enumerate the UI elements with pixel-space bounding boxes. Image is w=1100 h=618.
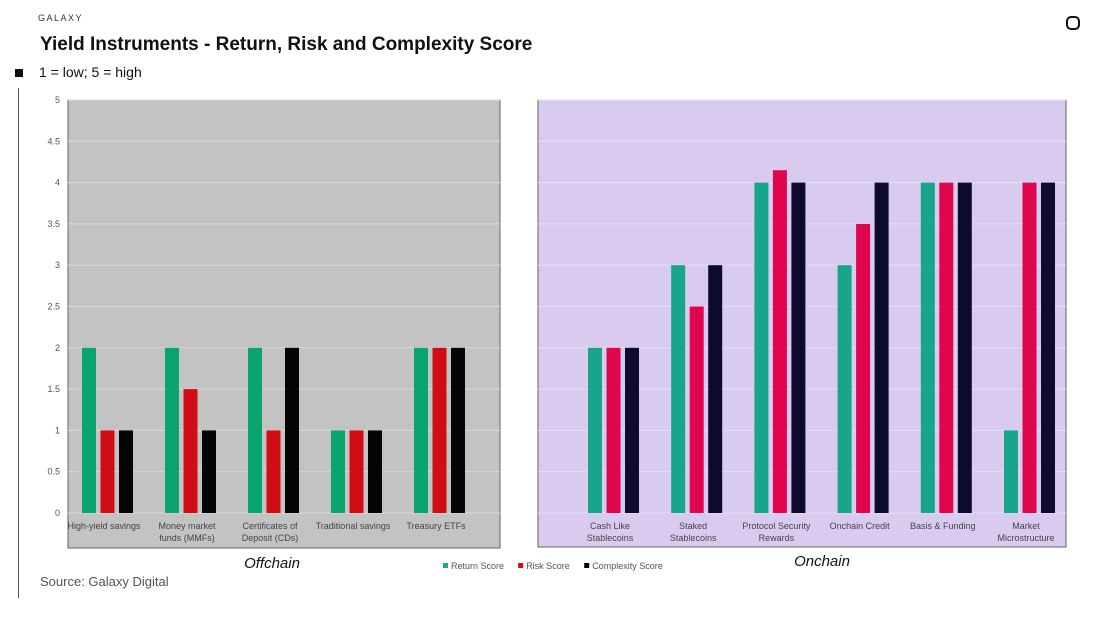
- galaxy-logo-icon: [1066, 16, 1080, 30]
- bar-complexity-score: [451, 347, 465, 513]
- bar-return-score: [588, 347, 602, 513]
- bar-complexity-score: [708, 265, 723, 513]
- y-tick-label: 0.5: [47, 467, 60, 477]
- y-tick-label: 2.5: [47, 302, 60, 312]
- bar-risk-score: [856, 223, 871, 513]
- bar-return-score: [414, 347, 428, 513]
- bar-return-score: [331, 430, 345, 513]
- panel-label: Onchain: [794, 553, 850, 570]
- bar-return-score: [671, 265, 686, 513]
- bar-return-score: [248, 347, 262, 513]
- y-tick-label: 1: [55, 425, 60, 435]
- bar-complexity-score: [791, 182, 806, 513]
- bar-risk-score: [606, 347, 621, 513]
- x-tick-label: Certificates of: [242, 521, 298, 531]
- bar-complexity-score: [1041, 182, 1055, 513]
- x-tick-label: Stablecoins: [670, 533, 717, 543]
- legend-label: Return Score: [451, 561, 504, 571]
- legend-swatch: [584, 563, 590, 568]
- y-tick-label: 4.5: [47, 136, 60, 146]
- y-tick-label: 3: [55, 260, 60, 270]
- bar-risk-score: [100, 430, 115, 513]
- bar-risk-score: [432, 347, 447, 513]
- source-note: Source: Galaxy Digital: [40, 574, 169, 589]
- x-tick-label: Treasury ETFs: [406, 521, 466, 531]
- bar-complexity-score: [957, 182, 972, 513]
- bar-risk-score: [266, 430, 281, 513]
- x-tick-label: Stablecoins: [587, 533, 634, 543]
- bar-risk-score: [349, 430, 364, 513]
- x-tick-label: Deposit (CDs): [242, 533, 299, 543]
- page-title: Yield Instruments - Return, Risk and Com…: [40, 34, 533, 55]
- bar-risk-score: [939, 182, 954, 513]
- x-tick-label: Onchain Credit: [830, 521, 891, 531]
- subtitle: 1 = low; 5 = high: [39, 64, 142, 80]
- bar-complexity-score: [202, 430, 216, 513]
- bar-return-score: [920, 182, 935, 513]
- legend-label: Risk Score: [526, 561, 570, 571]
- bar-complexity-score: [625, 347, 639, 513]
- y-tick-label: 3.5: [47, 219, 60, 229]
- x-tick-label: Market: [1012, 521, 1040, 531]
- bullet-icon: [15, 69, 23, 77]
- y-tick-label: 0: [55, 508, 60, 518]
- bar-return-score: [754, 182, 769, 513]
- x-tick-label: Rewards: [759, 533, 795, 543]
- bar-complexity-score: [874, 182, 889, 513]
- x-tick-label: Money market: [158, 521, 216, 531]
- bar-complexity-score: [368, 430, 382, 513]
- x-tick-label: Protocol Security: [742, 521, 811, 531]
- x-tick-label: Basis & Funding: [910, 521, 976, 531]
- x-tick-label: funds (MMFs): [159, 533, 215, 543]
- bar-return-score: [1004, 430, 1018, 513]
- bar-risk-score: [772, 170, 787, 513]
- x-tick-label: Cash Like: [590, 521, 630, 531]
- bar-risk-score: [1022, 182, 1037, 513]
- x-tick-label: Microstructure: [997, 533, 1054, 543]
- x-tick-label: Traditional savings: [316, 521, 391, 531]
- bar-risk-score: [183, 389, 198, 513]
- legend-swatch: [518, 563, 524, 568]
- y-tick-label: 4: [55, 178, 60, 188]
- bar-complexity-score: [119, 430, 133, 513]
- y-tick-label: 2: [55, 343, 60, 353]
- bar-return-score: [82, 347, 96, 513]
- x-tick-label: High-yield savings: [67, 521, 141, 531]
- x-tick-label: Staked: [679, 521, 707, 531]
- y-tick-label: 1.5: [47, 384, 60, 394]
- panel-label: Offchain: [244, 555, 300, 572]
- bar-return-score: [837, 265, 852, 513]
- bar-complexity-score: [285, 347, 299, 513]
- bar-return-score: [165, 347, 179, 513]
- bar-risk-score: [689, 306, 704, 513]
- brand-logo-text: GALAXY: [38, 13, 84, 23]
- legend-label: Complexity Score: [592, 561, 663, 571]
- y-tick-label: 5: [55, 95, 60, 105]
- legend-swatch: [443, 563, 448, 568]
- divider: [18, 88, 19, 598]
